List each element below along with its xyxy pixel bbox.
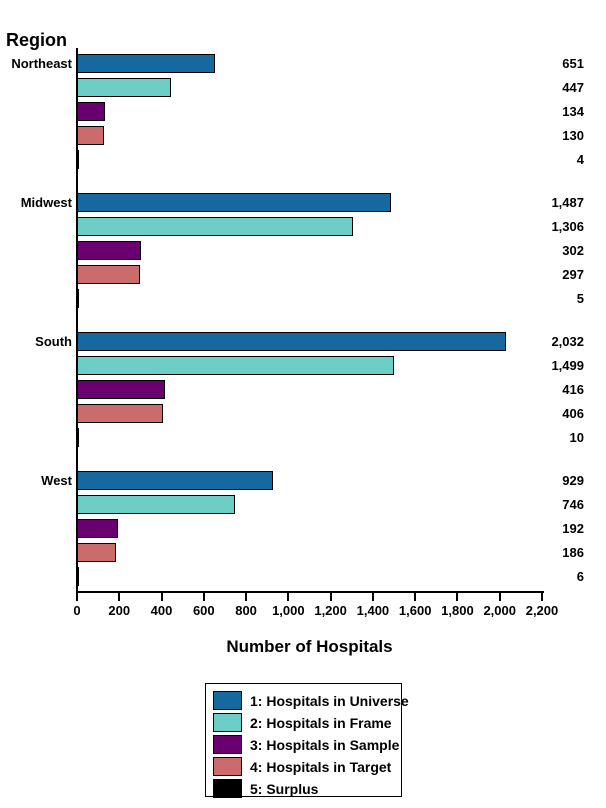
legend-label: 3: Hospitals in Sample: [250, 736, 400, 753]
value-label: 302: [562, 243, 584, 258]
value-label: 130: [562, 128, 584, 143]
tick-mark: [541, 593, 543, 601]
tick-label: 2,000: [483, 603, 516, 618]
bar: [77, 193, 391, 212]
tick-label: 1,200: [314, 603, 347, 618]
tick-label: 1,400: [356, 603, 390, 618]
tick-label: 1,600: [398, 603, 432, 618]
tick-mark: [456, 593, 459, 601]
tick-mark: [287, 593, 290, 601]
bar: [77, 519, 118, 538]
value-label: 5: [576, 291, 584, 306]
legend-row: 3: Hospitals in Sample: [213, 735, 401, 754]
bar: [77, 567, 79, 586]
value-label: 929: [562, 473, 584, 488]
tick-mark: [160, 593, 163, 601]
value-label: 4: [576, 152, 584, 167]
legend-label: 5: Surplus: [250, 780, 319, 797]
category-label: Midwest: [20, 195, 72, 210]
bar: [77, 78, 171, 97]
tick-mark: [498, 593, 501, 601]
tick-label: 0: [73, 603, 81, 618]
value-label: 186: [562, 545, 584, 560]
bar: [77, 428, 79, 447]
value-label: 297: [562, 267, 584, 282]
legend: 1: Hospitals in Universe 2: Hospitals in …: [205, 683, 409, 798]
bar: [77, 380, 165, 399]
value-label: 416: [562, 382, 584, 397]
legend-row: 5: Surplus: [213, 779, 401, 798]
bar: [77, 265, 140, 284]
tick-mark: [245, 593, 248, 601]
value-label: 2,032: [551, 334, 584, 349]
bar: [77, 332, 506, 351]
legend-swatch: [213, 713, 242, 732]
legend-row: 1: Hospitals in Universe: [213, 691, 409, 710]
y-axis-title: Region: [6, 30, 67, 50]
x-axis-line: [76, 591, 544, 593]
category-label: South: [35, 334, 72, 349]
value-label: 651: [562, 56, 584, 71]
legend-swatch: [213, 757, 242, 776]
bar: [77, 54, 215, 73]
value-label: 406: [562, 406, 584, 421]
bar: [77, 356, 394, 375]
tick-label: 2,200: [525, 603, 559, 618]
value-label: 192: [562, 521, 584, 536]
tick-mark: [414, 593, 417, 601]
value-label: 1,306: [551, 219, 584, 234]
value-label: 6: [576, 569, 584, 584]
bar: [77, 495, 235, 514]
bar: [77, 543, 116, 562]
bar: [77, 217, 353, 236]
category-label: West: [41, 473, 72, 488]
tick-label: 1,800: [441, 603, 474, 618]
tick-mark: [202, 593, 205, 601]
tick-label: 800: [235, 603, 257, 618]
tick-mark: [118, 593, 121, 601]
bar: [77, 471, 273, 490]
tick-label: 1,000: [272, 603, 305, 618]
tick-label: 200: [108, 603, 131, 618]
bar: [77, 241, 141, 260]
tick-mark: [371, 593, 374, 601]
legend-swatch: [213, 735, 242, 754]
tick-mark: [329, 593, 332, 601]
value-label: 447: [562, 80, 584, 95]
y-axis-line: [76, 48, 78, 593]
tick-mark: [76, 593, 78, 601]
tick-label: 400: [150, 603, 173, 618]
bar: [77, 126, 104, 145]
bar: [77, 404, 163, 423]
x-axis-title: Number of Hospitals: [226, 637, 393, 656]
legend-label: 4: Hospitals in Target: [250, 758, 392, 775]
bar: [77, 289, 79, 308]
value-label: 1,499: [551, 358, 584, 373]
legend-row: 4: Hospitals in Target: [213, 757, 401, 776]
tick-label: 600: [192, 603, 215, 618]
legend-label: 2: Hospitals in Frame: [250, 714, 392, 731]
legend-row: 2: Hospitals in Frame: [213, 713, 401, 732]
value-label: 134: [562, 104, 584, 119]
legend-label: 1: Hospitals in Universe: [250, 692, 409, 709]
legend-swatch: [213, 691, 242, 710]
bar: [77, 102, 105, 121]
value-label: 1,487: [551, 195, 584, 210]
category-label: Northeast: [11, 56, 72, 71]
legend-swatch: [213, 779, 242, 798]
value-label: 10: [569, 430, 584, 445]
value-label: 746: [562, 497, 584, 512]
bar: [77, 150, 79, 169]
